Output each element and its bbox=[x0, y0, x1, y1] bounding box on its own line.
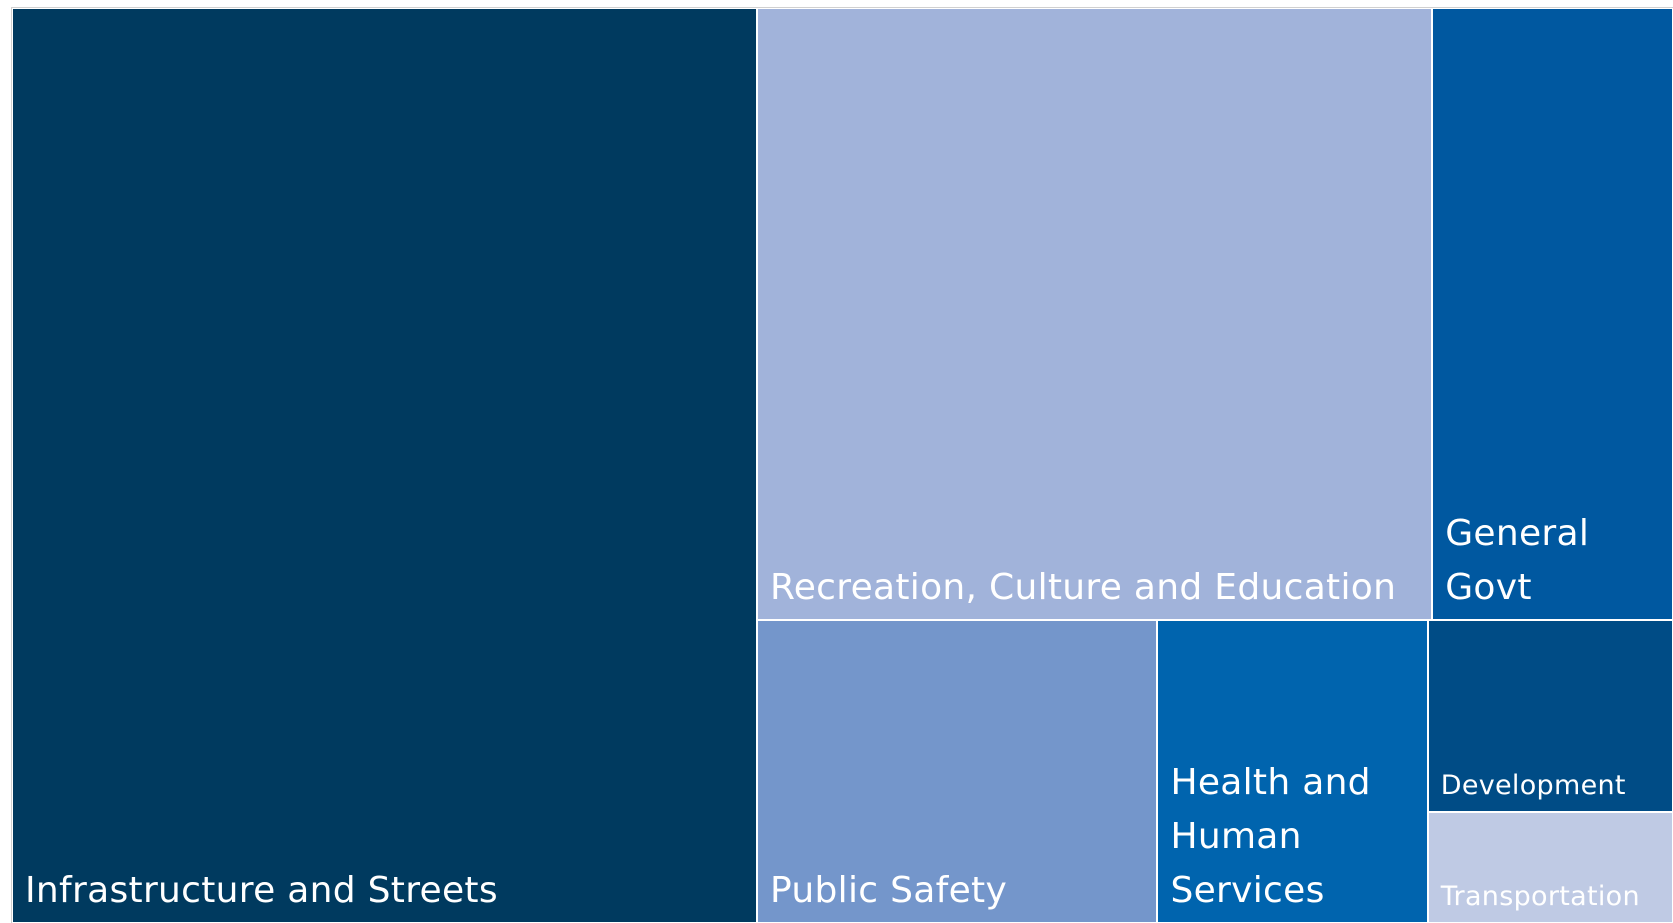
treemap-tile: Health and Human Services bbox=[1157, 619, 1428, 923]
treemap: Infrastructure and Streets Recreation, Cu… bbox=[11, 7, 1673, 923]
treemap-tile: Public Safety bbox=[757, 619, 1158, 923]
tile-label: Development bbox=[1440, 770, 1626, 802]
tile-label: Recreation, Culture and Education bbox=[770, 566, 1397, 608]
tile-label: Transportation bbox=[1440, 881, 1640, 913]
tile-label: Infrastructure and Streets bbox=[25, 870, 498, 911]
treemap-tile: General Govt bbox=[1432, 8, 1673, 620]
tile-label: Health and Human Services bbox=[1170, 761, 1371, 911]
treemap-tile: Recreation, Culture and Education bbox=[757, 8, 1433, 620]
tile-label: Public Safety bbox=[770, 869, 1008, 911]
treemap-tile: Infrastructure and Streets bbox=[12, 8, 758, 923]
tile-label: General Govt bbox=[1445, 512, 1590, 608]
treemap-tile: Transportation bbox=[1427, 811, 1673, 923]
treemap-tile: Development bbox=[1427, 619, 1673, 812]
